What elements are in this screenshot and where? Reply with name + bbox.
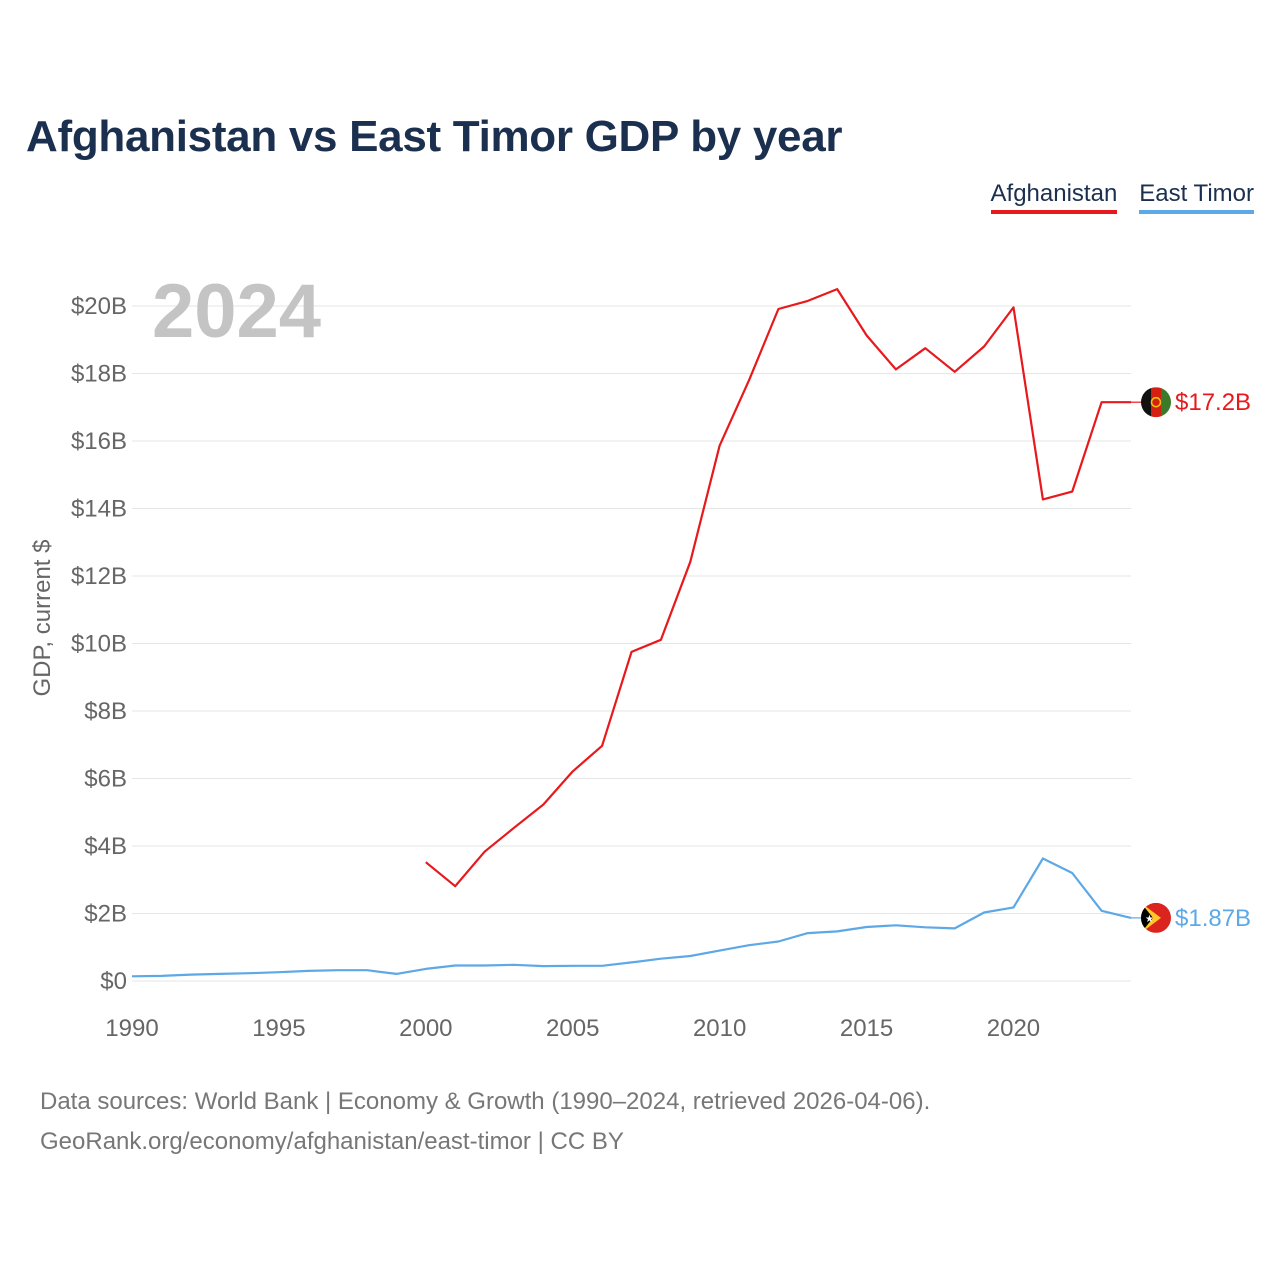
y-axis-ticks: $0 $2B $4B $6B $8B $10B $12B $14B $16B $18B $20B — [71, 293, 127, 995]
series-lines — [131, 288, 1132, 978]
x-tick-label: 2015 — [840, 1015, 893, 1042]
x-tick-label: 2000 — [399, 1015, 452, 1042]
y-tick-label: $18B — [71, 361, 127, 388]
y-tick-label: $20B — [71, 293, 127, 320]
legend-item-east-timor[interactable]: East Timor — [1139, 180, 1254, 214]
x-tick-label: 2005 — [546, 1015, 599, 1042]
legend-item-afghanistan[interactable]: Afghanistan — [990, 180, 1118, 214]
x-tick-label: 1995 — [252, 1015, 305, 1042]
series-line-east-timor — [131, 857, 1132, 978]
y-tick-label: $2B — [84, 901, 127, 928]
series-end-markers: $17.2B ★ $1.87B — [1131, 387, 1251, 933]
y-tick-label: $8B — [84, 698, 127, 725]
legend: Afghanistan East Timor — [990, 180, 1254, 214]
y-tick-label: $0 — [100, 968, 127, 995]
y-tick-label: $14B — [71, 496, 127, 523]
end-value-label-afghanistan: $17.2B — [1175, 389, 1251, 416]
y-tick-label: $16B — [71, 428, 127, 455]
source-line-1: Data sources: World Bank | Economy & Gro… — [40, 1088, 931, 1115]
chart-title: Afghanistan vs East Timor GDP by year — [26, 112, 843, 161]
current-year-label: 2024 — [152, 269, 322, 354]
data-source: Data sources: World Bank | Economy & Gro… — [40, 1082, 930, 1162]
y-tick-label: $12B — [71, 563, 127, 590]
x-axis-ticks: 1990 1995 2000 2005 2010 2015 2020 — [105, 1015, 1040, 1042]
end-value-label-east-timor: $1.87B — [1175, 905, 1251, 932]
x-tick-label: 2020 — [987, 1015, 1040, 1042]
source-line-2[interactable]: GeoRank.org/economy/afghanistan/east-tim… — [40, 1128, 624, 1155]
svg-text:★: ★ — [1145, 914, 1154, 925]
grid-lines — [132, 305, 1131, 982]
y-tick-label: $4B — [84, 833, 127, 860]
x-tick-label: 1990 — [105, 1015, 158, 1042]
y-tick-label: $6B — [84, 766, 127, 793]
flag-icon-afghanistan — [1141, 387, 1171, 418]
x-tick-label: 2010 — [693, 1015, 746, 1042]
y-axis-label: GDP, current $ — [29, 540, 56, 697]
y-tick-label: $10B — [71, 631, 127, 658]
series-line-afghanistan — [425, 288, 1131, 888]
flag-icon-east-timor: ★ — [1141, 902, 1171, 933]
